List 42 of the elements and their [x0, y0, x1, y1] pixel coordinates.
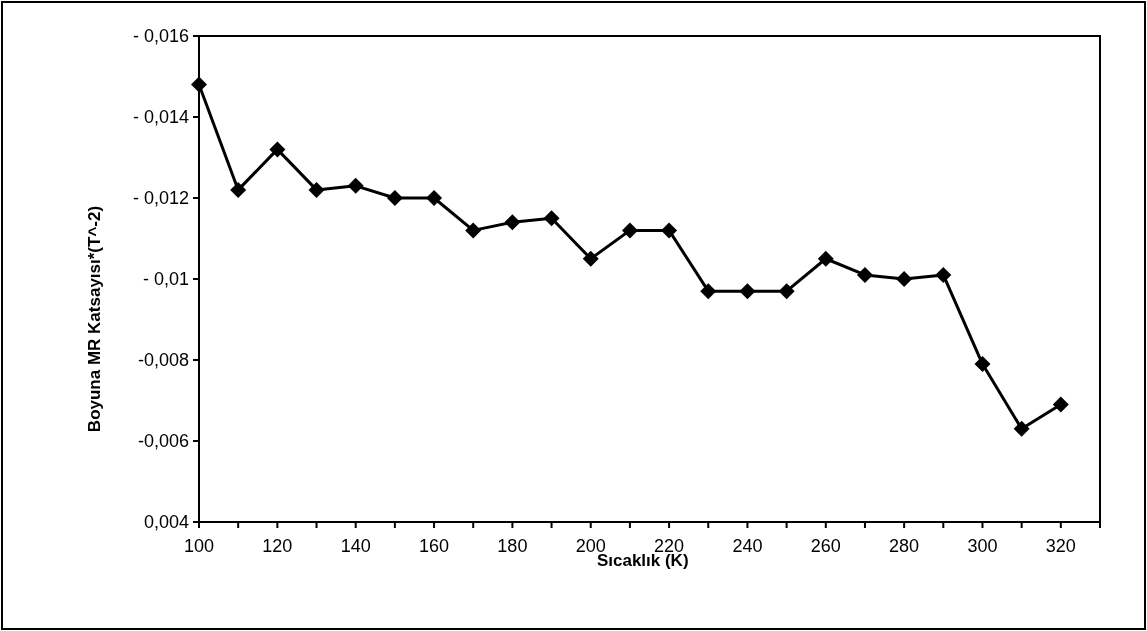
x-tick-label: 260: [810, 536, 841, 556]
x-tick-label: 320: [1045, 536, 1076, 556]
x-tick-label: 160: [419, 536, 450, 556]
point: [778, 283, 795, 300]
point: [465, 222, 482, 239]
x-tick-label: 300: [967, 536, 998, 556]
y-axis-title: Boyuna MR Katsayısı*(T^-2): [85, 205, 104, 433]
point: [817, 250, 834, 267]
point: [269, 141, 286, 158]
point: [347, 177, 364, 194]
point: [426, 190, 443, 206]
point: [308, 181, 325, 198]
x-axis-title: Sıcaklık (K): [596, 551, 689, 570]
point: [504, 214, 521, 231]
point: [386, 190, 403, 206]
point: [1052, 396, 1069, 413]
x-tick-label: 100: [183, 536, 215, 556]
point: [191, 76, 207, 93]
point: [230, 181, 247, 198]
x-tick-label: 280: [889, 536, 920, 556]
x-tick-label: 180: [497, 536, 528, 556]
x-tick-label: 120: [262, 536, 293, 556]
point: [974, 356, 991, 373]
point: [700, 283, 717, 300]
point: [856, 266, 873, 283]
point: [543, 210, 560, 227]
point: [661, 222, 678, 239]
y-tick-label: - 0,012: [132, 188, 189, 209]
y-tick-label: - 0,016: [132, 26, 189, 47]
point: [582, 250, 599, 267]
y-tick-label: -0,008: [137, 350, 189, 371]
x-tick-label: 140: [340, 536, 371, 556]
y-tick-label: - 0,01: [142, 269, 189, 290]
point: [739, 283, 756, 300]
y-tick-label: 0,004: [143, 512, 189, 533]
point: [896, 271, 913, 287]
point: [935, 266, 952, 283]
point: [621, 222, 638, 239]
y-tick-label: - 0,014: [132, 107, 189, 128]
x-tick-label: 240: [732, 536, 763, 556]
y-tick-label: -0,006: [137, 431, 189, 452]
point: [1013, 420, 1030, 437]
